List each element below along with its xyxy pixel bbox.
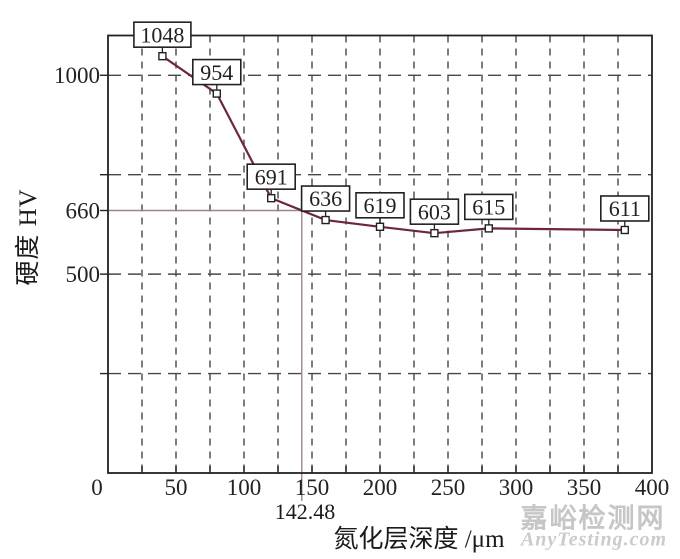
- x-tick-label: 400: [635, 475, 670, 500]
- data-label: 636: [309, 186, 342, 211]
- x-tick-label: 200: [363, 475, 398, 500]
- data-point-marker: [484, 224, 493, 233]
- data-label-box: [133, 21, 192, 48]
- watermark-site-url: AnyTesting.com: [520, 528, 668, 551]
- data-label-box: [463, 193, 514, 221]
- x-tick-label: 100: [227, 475, 262, 500]
- x-tick-label: 350: [567, 475, 602, 500]
- data-label-box: [599, 195, 650, 222]
- data-point-marker: [267, 193, 276, 203]
- data-label-box: [355, 192, 405, 219]
- data-label-box: [192, 58, 242, 86]
- x-axis-title: 氮化层深度 /μm: [333, 526, 505, 553]
- x-tick-label: 0: [91, 475, 103, 500]
- x-tick-label: 300: [499, 475, 534, 500]
- data-label: 954: [200, 60, 233, 85]
- watermark-site-name: 嘉峪检测网: [520, 503, 666, 534]
- data-label: 615: [472, 195, 505, 220]
- data-point-marker: [158, 51, 167, 61]
- data-label: 603: [418, 199, 451, 224]
- data-point-marker: [620, 225, 629, 235]
- y-tick-label: 500: [66, 262, 101, 287]
- data-point-marker: [430, 228, 439, 238]
- x-tick-label: 150: [295, 475, 330, 500]
- y-axis-title: 硬度 HV: [15, 188, 42, 286]
- y-tick-label: 1000: [54, 63, 100, 88]
- data-point-marker: [321, 215, 330, 225]
- data-label-box: [246, 163, 296, 190]
- data-label: 691: [255, 164, 288, 189]
- y-tick-label: 660: [66, 198, 101, 223]
- data-point-marker: [375, 222, 385, 232]
- series-line: [161, 55, 625, 235]
- data-label-box: [409, 198, 460, 225]
- x-tick-label: 250: [431, 475, 466, 500]
- data-label: 1048: [140, 22, 184, 47]
- data-label: 619: [364, 193, 397, 218]
- x-tick-label: 50: [165, 475, 188, 500]
- data-label: 611: [609, 196, 641, 221]
- data-point-marker: [212, 89, 222, 98]
- data-label-box: [300, 185, 351, 212]
- threshold-depth-label: 142.48: [274, 499, 336, 524]
